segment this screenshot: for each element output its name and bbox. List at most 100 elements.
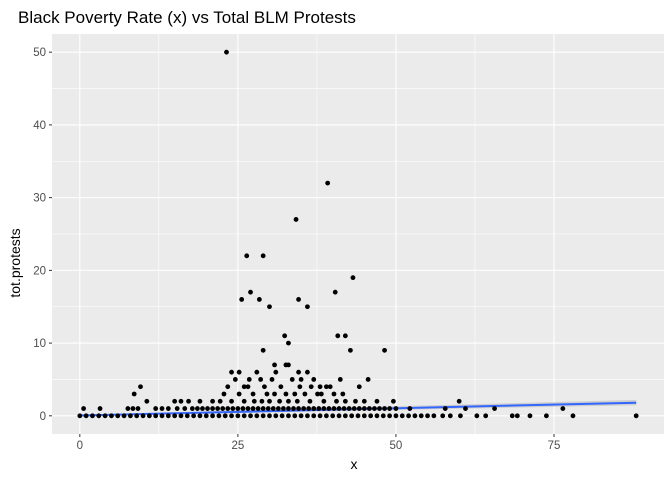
data-point: [229, 413, 234, 419]
data-point: [273, 369, 279, 375]
data-point: [327, 384, 333, 390]
data-point: [382, 347, 387, 353]
data-point: [232, 377, 238, 382]
data-point: [514, 413, 520, 419]
data-point: [246, 377, 252, 382]
data-point: [286, 340, 291, 346]
data-point: [225, 384, 231, 390]
data-point: [134, 413, 140, 419]
x-tick-label: 75: [548, 440, 561, 452]
data-point: [356, 406, 362, 411]
data-point: [159, 406, 165, 411]
x-axis-title: x: [351, 456, 358, 472]
data-point: [351, 406, 357, 411]
y-tick-label: 30: [33, 193, 46, 205]
data-point: [273, 413, 279, 419]
data-point: [527, 413, 533, 419]
data-point: [205, 406, 210, 411]
data-point: [350, 275, 356, 281]
data-point: [286, 406, 291, 411]
data-point: [282, 333, 288, 339]
data-point: [248, 413, 253, 419]
axis-ticks: [49, 51, 555, 437]
data-point: [275, 406, 281, 411]
data-point: [407, 406, 413, 411]
data-point: [146, 413, 152, 419]
data-point: [135, 406, 141, 411]
data-point: [463, 406, 468, 411]
data-point: [492, 406, 497, 411]
data-point: [377, 406, 382, 411]
data-point: [308, 384, 314, 390]
data-point: [307, 398, 313, 404]
data-point: [483, 413, 489, 419]
data-point: [250, 406, 256, 411]
data-point: [97, 406, 103, 411]
data-point: [222, 413, 228, 419]
data-point: [250, 391, 256, 397]
data-point: [248, 289, 253, 295]
data-point: [125, 406, 131, 411]
data-point: [138, 384, 143, 390]
data-point: [447, 413, 453, 419]
data-point: [235, 406, 241, 411]
data-point: [178, 413, 184, 419]
data-point: [292, 413, 298, 419]
data-point: [130, 406, 136, 411]
data-point: [356, 384, 362, 390]
data-point: [334, 398, 339, 404]
data-point: [220, 406, 226, 411]
data-point: [229, 398, 234, 404]
data-point: [280, 406, 286, 411]
data-point: [425, 413, 430, 419]
data-point: [325, 180, 331, 186]
data-point: [278, 384, 284, 390]
data-point: [174, 406, 180, 411]
data-point: [301, 406, 307, 411]
data-point: [265, 406, 271, 411]
data-point: [331, 391, 337, 397]
data-point: [382, 406, 387, 411]
data-point: [102, 413, 108, 419]
data-point: [306, 406, 312, 411]
data-point: [254, 413, 260, 419]
data-point: [442, 406, 448, 411]
data-point: [260, 347, 266, 353]
data-point: [393, 413, 399, 419]
data-point: [165, 406, 171, 411]
data-point: [184, 413, 190, 419]
data-point: [197, 413, 203, 419]
data-point: [361, 406, 367, 411]
data-point: [346, 406, 352, 411]
data-point: [337, 377, 343, 382]
data-point: [245, 384, 251, 390]
data-point: [267, 398, 272, 404]
data-point: [311, 377, 317, 382]
data-point: [244, 253, 250, 259]
data-point: [387, 413, 393, 419]
y-tick-label: 0: [40, 411, 46, 423]
data-point: [236, 369, 242, 375]
data-point: [544, 413, 549, 419]
data-point: [372, 406, 377, 411]
data-point: [374, 398, 380, 404]
tick-labels: 0 25 50 75 0 10 20 30 40 50: [33, 47, 560, 452]
data-point: [260, 413, 266, 419]
data-point: [340, 391, 346, 397]
data-point: [189, 406, 195, 411]
data-point: [365, 377, 371, 382]
data-point: [203, 413, 209, 419]
data-point: [109, 413, 114, 419]
data-point: [215, 406, 221, 411]
data-point: [159, 413, 165, 419]
data-point: [294, 398, 300, 404]
y-tick-label: 20: [33, 265, 46, 277]
data-point: [272, 362, 277, 368]
data-point: [286, 362, 291, 368]
x-tick-label: 25: [231, 440, 244, 452]
data-point: [260, 406, 266, 411]
data-point: [245, 406, 251, 411]
data-point: [186, 398, 191, 404]
data-point: [305, 369, 310, 375]
data-point: [289, 377, 295, 382]
